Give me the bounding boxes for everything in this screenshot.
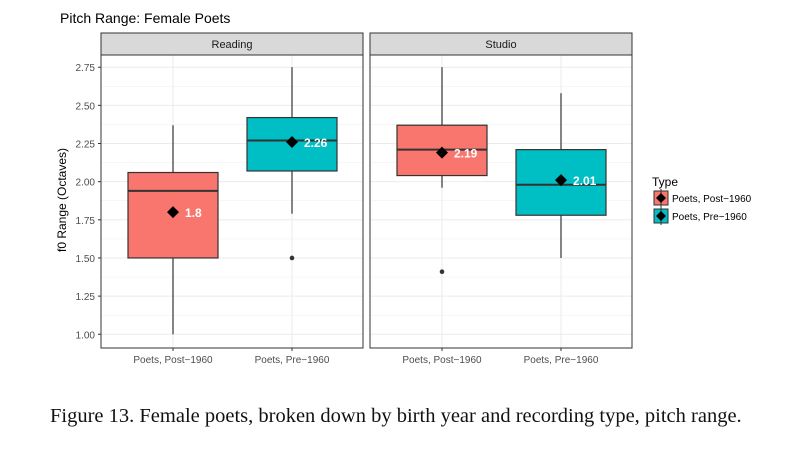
panel-border xyxy=(369,54,633,349)
mean-label: 2.01 xyxy=(573,174,597,188)
legend-mean-icon xyxy=(656,211,666,221)
mean-label: 2.19 xyxy=(454,147,478,161)
legend-entry: Poets, Pre−1960 xyxy=(653,207,747,225)
figure-caption: Figure 13. Female poets, broken down by … xyxy=(50,405,742,427)
y-tick-label: 2.00 xyxy=(76,178,96,189)
box-pre-1960: 2.26 xyxy=(246,67,338,261)
x-tick-label: Poets, Post−1960 xyxy=(133,355,213,366)
legend-mean-icon xyxy=(656,193,666,203)
facet-label: Reading xyxy=(212,39,253,51)
legend-label: Poets, Post−1960 xyxy=(672,194,752,205)
outlier-point xyxy=(439,269,445,274)
y-tick-label: 2.25 xyxy=(76,140,96,151)
legend-label: Poets, Pre−1960 xyxy=(672,212,747,223)
chart-title: Pitch Range: Female Poets xyxy=(60,10,230,26)
mean-label: 2.26 xyxy=(304,136,328,150)
x-tick-label: Poets, Pre−1960 xyxy=(524,355,599,366)
boxplot-chart: Pitch Range: Female Poets f0 Range (Octa… xyxy=(55,10,752,366)
facet-label: Studio xyxy=(485,39,516,51)
panel-border xyxy=(100,54,364,349)
y-tick-label: 2.50 xyxy=(76,101,96,112)
mean-marker xyxy=(167,206,179,219)
x-tick-label: Poets, Post−1960 xyxy=(402,355,482,366)
legend-entry: Poets, Post−1960 xyxy=(653,189,752,207)
mean-label: 1.8 xyxy=(185,206,202,220)
y-axis-label: f0 Range (Octaves) xyxy=(55,148,69,252)
mean-marker xyxy=(286,135,298,148)
box-pre-1960: 2.01 xyxy=(515,93,607,258)
mean-marker xyxy=(555,174,567,187)
y-tick-label: 1.00 xyxy=(76,330,96,341)
box-post-1960: 2.19 xyxy=(396,67,488,274)
y-tick-label: 1.25 xyxy=(76,292,96,303)
panel-reading: Reading 1.00 1.25 1.50 1.75 2.00 2.25 2.50 2.75 1… xyxy=(76,32,364,366)
mean-marker xyxy=(436,146,448,159)
y-tick-label: 1.50 xyxy=(76,254,96,265)
x-tick-label: Poets, Pre−1960 xyxy=(255,355,330,366)
legend-title: Type xyxy=(652,175,678,189)
y-tick-label: 2.75 xyxy=(76,63,96,74)
panel-studio: Studio 2.19 Poets, Post−1960 2.01 Poets, Pre… xyxy=(369,32,633,366)
outlier-point xyxy=(289,255,295,261)
legend: Type Poets, Post−1960 Poets, Pre−1960 xyxy=(652,175,752,225)
box-post-1960: 1.8 xyxy=(127,125,219,335)
y-tick-label: 1.75 xyxy=(76,216,96,227)
